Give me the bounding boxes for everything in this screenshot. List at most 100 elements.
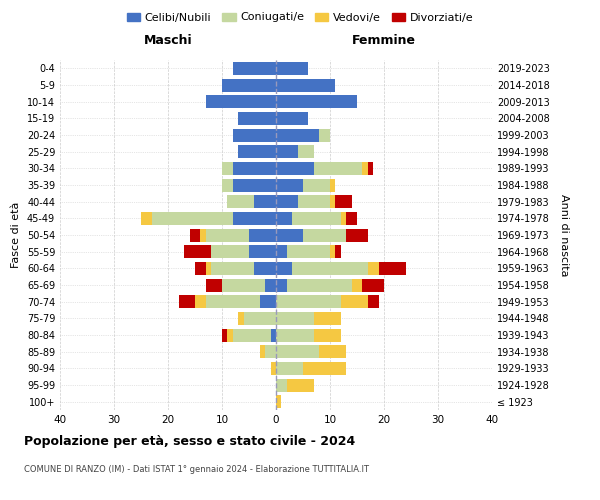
Bar bbox=[244, 312, 276, 325]
Bar bbox=[233, 128, 276, 141]
Bar bbox=[276, 328, 314, 342]
Bar bbox=[346, 212, 357, 225]
Bar bbox=[287, 378, 314, 392]
Bar bbox=[195, 262, 206, 275]
Bar bbox=[292, 212, 341, 225]
Bar bbox=[287, 278, 352, 291]
Bar bbox=[276, 395, 281, 408]
Bar bbox=[211, 262, 254, 275]
Bar bbox=[276, 62, 308, 75]
Bar bbox=[276, 262, 292, 275]
Bar bbox=[227, 328, 233, 342]
Bar bbox=[368, 162, 373, 175]
Bar bbox=[271, 328, 276, 342]
Bar bbox=[249, 245, 276, 258]
Bar bbox=[249, 228, 276, 241]
Bar bbox=[314, 312, 341, 325]
Bar bbox=[276, 362, 303, 375]
Bar bbox=[362, 278, 384, 291]
Bar bbox=[152, 212, 233, 225]
Bar bbox=[319, 128, 330, 141]
Text: Maschi: Maschi bbox=[143, 34, 193, 46]
Bar bbox=[314, 328, 341, 342]
Bar bbox=[303, 228, 346, 241]
Bar bbox=[330, 245, 335, 258]
Bar bbox=[276, 245, 287, 258]
Bar bbox=[254, 262, 276, 275]
Bar bbox=[222, 178, 233, 192]
Bar bbox=[287, 245, 330, 258]
Bar bbox=[233, 162, 276, 175]
Y-axis label: Fasce di età: Fasce di età bbox=[11, 202, 21, 268]
Bar bbox=[368, 262, 379, 275]
Bar bbox=[222, 278, 265, 291]
Bar bbox=[233, 328, 271, 342]
Bar bbox=[200, 228, 206, 241]
Bar bbox=[206, 295, 260, 308]
Bar bbox=[206, 95, 276, 108]
Bar bbox=[298, 145, 314, 158]
Bar bbox=[341, 295, 368, 308]
Bar bbox=[211, 245, 249, 258]
Bar bbox=[276, 278, 287, 291]
Bar bbox=[206, 278, 222, 291]
Bar bbox=[335, 245, 341, 258]
Bar bbox=[319, 345, 346, 358]
Bar bbox=[222, 328, 227, 342]
Bar bbox=[276, 145, 298, 158]
Bar bbox=[330, 178, 335, 192]
Bar bbox=[276, 228, 303, 241]
Bar bbox=[276, 128, 319, 141]
Bar bbox=[238, 112, 276, 125]
Bar bbox=[184, 245, 211, 258]
Bar bbox=[206, 228, 249, 241]
Legend: Celibi/Nubili, Coniugati/e, Vedovi/e, Divorziati/e: Celibi/Nubili, Coniugati/e, Vedovi/e, Di… bbox=[122, 8, 478, 27]
Bar bbox=[222, 162, 233, 175]
Bar bbox=[298, 195, 330, 208]
Bar bbox=[276, 178, 303, 192]
Bar bbox=[276, 295, 341, 308]
Bar bbox=[227, 195, 254, 208]
Bar bbox=[379, 262, 406, 275]
Text: COMUNE DI RANZO (IM) - Dati ISTAT 1° gennaio 2024 - Elaborazione TUTTITALIA.IT: COMUNE DI RANZO (IM) - Dati ISTAT 1° gen… bbox=[24, 465, 369, 474]
Bar bbox=[260, 295, 276, 308]
Bar bbox=[179, 295, 195, 308]
Bar bbox=[222, 78, 276, 92]
Bar bbox=[238, 312, 244, 325]
Y-axis label: Anni di nascita: Anni di nascita bbox=[559, 194, 569, 276]
Bar bbox=[206, 262, 211, 275]
Bar bbox=[276, 195, 298, 208]
Text: Femmine: Femmine bbox=[352, 34, 416, 46]
Bar bbox=[276, 345, 319, 358]
Bar bbox=[346, 228, 368, 241]
Bar bbox=[303, 178, 330, 192]
Text: Popolazione per età, sesso e stato civile - 2024: Popolazione per età, sesso e stato civil… bbox=[24, 435, 355, 448]
Bar bbox=[362, 162, 368, 175]
Bar bbox=[330, 195, 335, 208]
Bar bbox=[141, 212, 152, 225]
Bar bbox=[276, 112, 308, 125]
Bar bbox=[233, 212, 276, 225]
Bar bbox=[303, 362, 346, 375]
Bar bbox=[368, 295, 379, 308]
Bar bbox=[352, 278, 362, 291]
Bar bbox=[335, 195, 352, 208]
Bar bbox=[195, 295, 206, 308]
Bar bbox=[265, 345, 276, 358]
Bar bbox=[276, 78, 335, 92]
Bar bbox=[276, 212, 292, 225]
Bar bbox=[260, 345, 265, 358]
Bar bbox=[341, 212, 346, 225]
Bar bbox=[238, 145, 276, 158]
Bar bbox=[276, 312, 314, 325]
Bar bbox=[254, 195, 276, 208]
Bar bbox=[190, 228, 200, 241]
Bar bbox=[276, 378, 287, 392]
Bar bbox=[276, 162, 314, 175]
Bar bbox=[233, 178, 276, 192]
Bar bbox=[271, 362, 276, 375]
Bar bbox=[314, 162, 362, 175]
Bar bbox=[233, 62, 276, 75]
Bar bbox=[265, 278, 276, 291]
Bar bbox=[292, 262, 368, 275]
